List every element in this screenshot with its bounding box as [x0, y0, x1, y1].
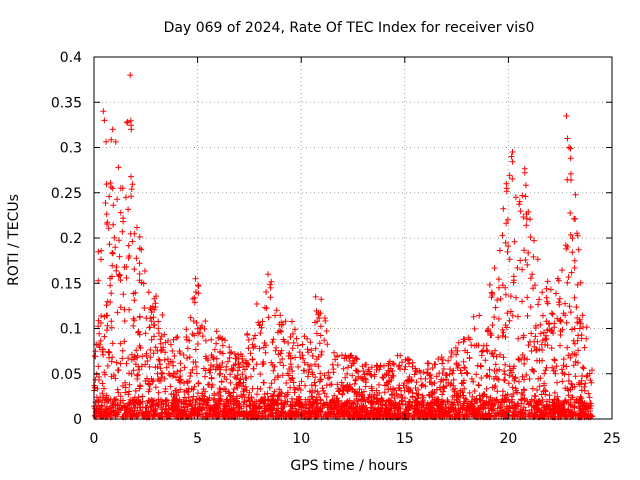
roti-outlier-point — [101, 117, 108, 124]
roti-outlier-point — [192, 275, 199, 282]
data-points — [91, 72, 596, 421]
roti-outlier-point — [100, 108, 107, 115]
roti-markers — [91, 117, 596, 421]
y-tick-label: 0.25 — [51, 186, 82, 202]
y-tick-label: 0.15 — [51, 276, 82, 292]
y-axis-ticks: 0 0.05 0.1 0.15 0.2 0.25 0.3 0.35 0.4 — [51, 50, 612, 428]
roti-outlier-point — [564, 135, 571, 142]
grid-lines — [94, 57, 612, 419]
x-axis-label: GPS time / hours — [290, 458, 407, 474]
y-axis-label: ROTI / TECUs — [6, 194, 22, 286]
y-tick-label: 0.1 — [60, 322, 82, 338]
y-tick-label: 0 — [73, 412, 82, 428]
y-tick-label: 0.3 — [60, 141, 82, 157]
roti-outlier-point — [109, 126, 116, 133]
y-tick-label: 0.35 — [51, 95, 82, 111]
x-tick-label: 20 — [499, 431, 517, 447]
x-tick-label: 15 — [396, 431, 414, 447]
roti-outlier-point — [312, 293, 319, 300]
chart-title: Day 069 of 2024, Rate Of TEC Index for r… — [164, 20, 535, 36]
roti-outlier-point — [509, 149, 516, 156]
x-tick-label: 0 — [90, 431, 99, 447]
x-tick-label: 10 — [292, 431, 310, 447]
roti-outlier-point — [127, 72, 134, 79]
roti-outlier-point — [563, 112, 570, 119]
x-axis-ticks: 0 5 10 15 20 25 — [90, 57, 621, 447]
y-tick-label: 0.05 — [51, 367, 82, 383]
x-tick-label: 5 — [193, 431, 202, 447]
x-tick-label: 25 — [603, 431, 621, 447]
y-tick-label: 0.2 — [60, 231, 82, 247]
y-tick-label: 0.4 — [60, 50, 82, 66]
roti-outlier-point — [265, 271, 272, 278]
roti-outlier-point — [128, 126, 135, 133]
roti-outlier-point — [508, 153, 515, 160]
roti-outlier-point — [503, 180, 510, 187]
